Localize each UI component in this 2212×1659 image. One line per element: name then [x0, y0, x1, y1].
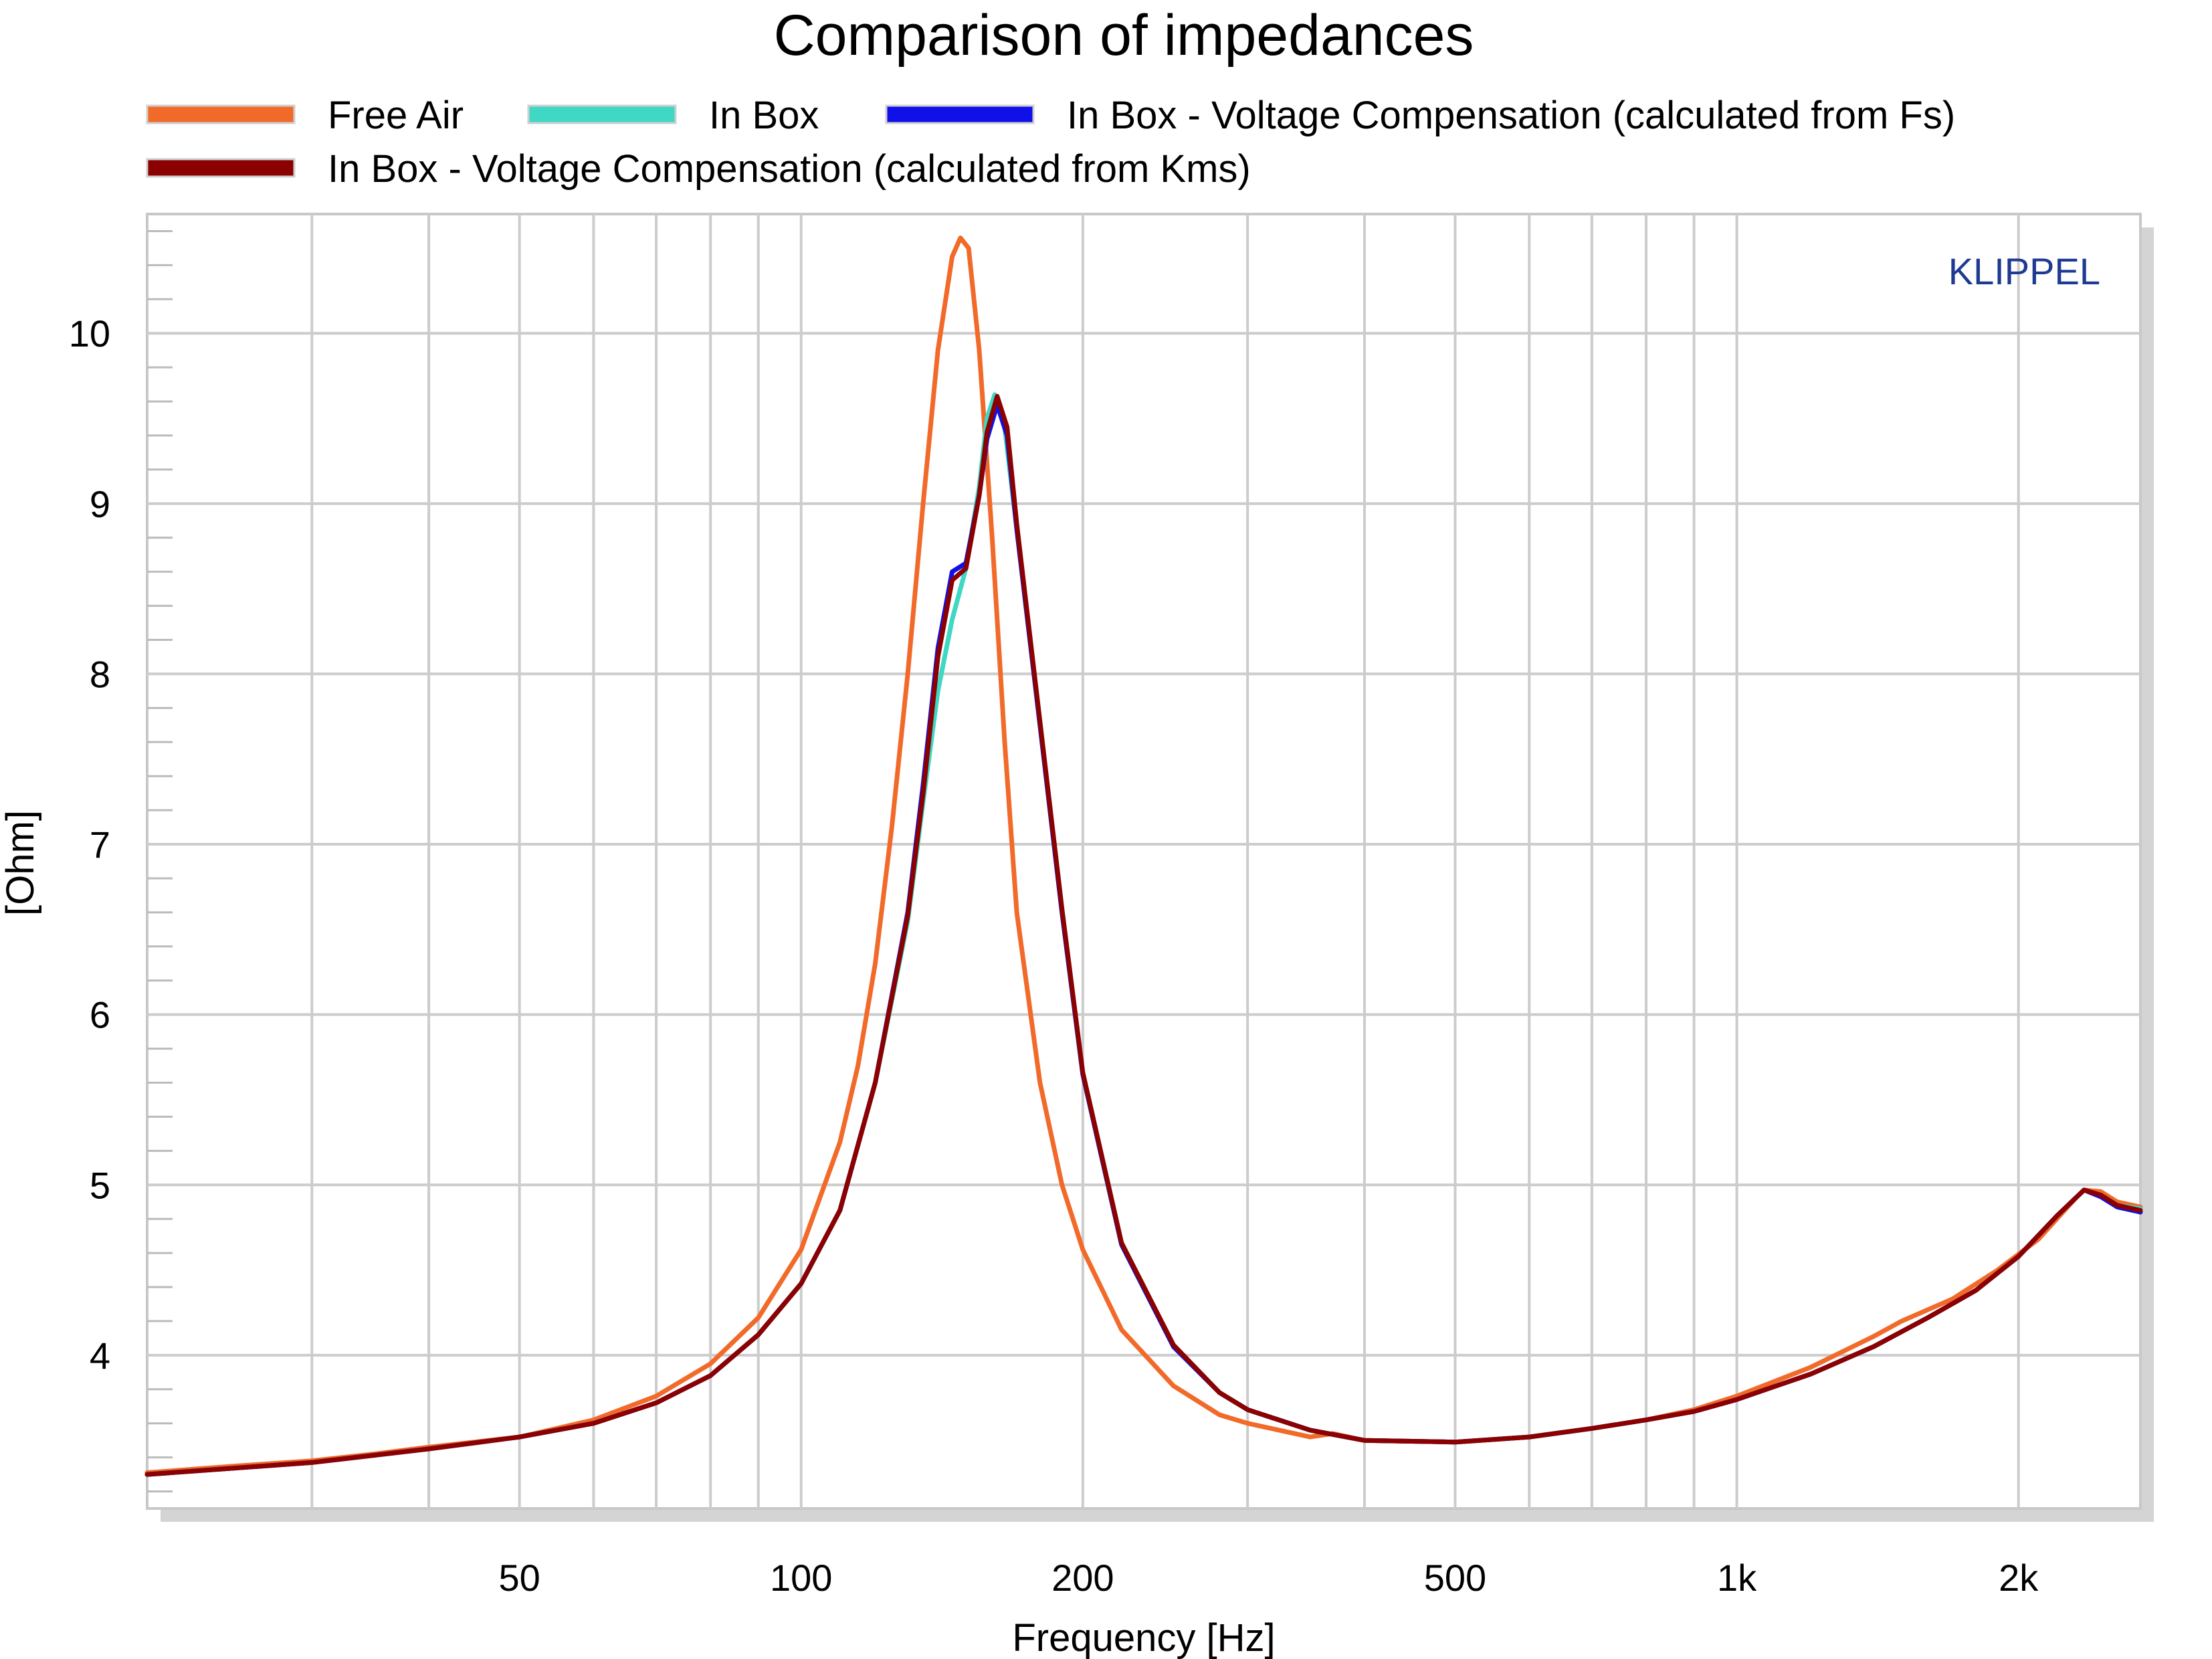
y-tick-label: 10 [69, 312, 110, 355]
y-tick-label: 7 [90, 823, 110, 866]
y-axis-label: [Ohm] [0, 810, 42, 916]
legend-label: In Box - Voltage Compensation (calculate… [328, 147, 1251, 191]
plot-area [146, 213, 2142, 1510]
legend-label: In Box [709, 94, 819, 137]
legend-swatch [146, 104, 296, 124]
x-tick-label: 2k [1999, 1557, 2039, 1599]
legend-swatch [885, 104, 1035, 124]
legend: Free Air In Box In Box - Voltage Compensat… [146, 94, 1955, 191]
chart-title: Comparison of impedances [774, 3, 1474, 68]
series-line-1 [144, 235, 2143, 1475]
legend-label: Free Air [328, 94, 464, 137]
y-tick-label: 4 [90, 1335, 110, 1377]
x-tick-label: 50 [499, 1557, 540, 1599]
y-tick-label: 5 [90, 1164, 110, 1206]
legend-swatch [527, 104, 677, 124]
x-tick-label: 100 [770, 1557, 832, 1599]
klippel-watermark: KLIPPEL [1948, 250, 2100, 292]
legend-label: In Box - Voltage Compensation (calculate… [1067, 94, 1955, 137]
x-tick-label: 500 [1424, 1557, 1486, 1599]
x-tick-label: 1k [1717, 1557, 1757, 1599]
legend-swatch [146, 158, 296, 178]
y-tick-label: 8 [90, 653, 110, 695]
x-tick-label: 200 [1051, 1557, 1114, 1599]
y-tick-label: 9 [90, 483, 110, 525]
series-layer [144, 235, 2143, 1477]
y-tick-labels: 4 5 6 7 8 9 10 [69, 312, 110, 1377]
series-line-4 [144, 393, 2143, 1477]
x-tick-labels: 50 100 200 500 1k 2k [499, 1557, 2039, 1599]
y-tick-label: 6 [90, 994, 110, 1036]
x-axis-label: Frequency [Hz] [1012, 1616, 1275, 1659]
